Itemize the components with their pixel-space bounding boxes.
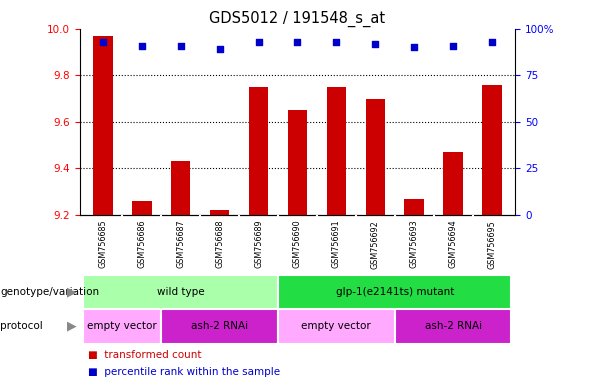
- Text: ▶: ▶: [67, 285, 77, 298]
- Bar: [287, 110, 307, 215]
- Point: [332, 39, 341, 45]
- Bar: [93, 36, 112, 215]
- Text: GSM756690: GSM756690: [293, 220, 302, 268]
- Point: [176, 43, 186, 49]
- Text: GSM756689: GSM756689: [254, 220, 263, 268]
- Bar: [444, 152, 463, 215]
- Point: [137, 43, 147, 49]
- Point: [448, 43, 458, 49]
- Point: [293, 39, 302, 45]
- Text: ■  percentile rank within the sample: ■ percentile rank within the sample: [88, 367, 280, 377]
- Text: GSM756688: GSM756688: [215, 220, 224, 268]
- Bar: [366, 99, 385, 215]
- Bar: [278, 309, 395, 344]
- Title: GDS5012 / 191548_s_at: GDS5012 / 191548_s_at: [209, 11, 386, 27]
- Bar: [278, 275, 511, 309]
- Bar: [84, 309, 161, 344]
- Text: ■  transformed count: ■ transformed count: [88, 350, 202, 360]
- Text: GSM756691: GSM756691: [332, 220, 341, 268]
- Text: GSM756685: GSM756685: [98, 220, 107, 268]
- Bar: [210, 210, 229, 215]
- Bar: [84, 275, 278, 309]
- Text: ash-2 RNAi: ash-2 RNAi: [191, 321, 248, 331]
- Text: glp-1(e2141ts) mutant: glp-1(e2141ts) mutant: [336, 287, 454, 297]
- Text: wild type: wild type: [157, 287, 204, 297]
- Bar: [395, 309, 511, 344]
- Text: protocol: protocol: [0, 321, 43, 331]
- Text: empty vector: empty vector: [87, 321, 157, 331]
- Text: genotype/variation: genotype/variation: [0, 287, 99, 297]
- Point: [98, 39, 108, 45]
- Point: [409, 44, 419, 50]
- Text: GSM756694: GSM756694: [449, 220, 458, 268]
- Bar: [132, 201, 151, 215]
- Bar: [171, 162, 190, 215]
- Text: GSM756692: GSM756692: [371, 220, 380, 268]
- Point: [487, 39, 497, 45]
- Point: [370, 41, 380, 47]
- Text: ▶: ▶: [67, 320, 77, 333]
- Text: GSM756693: GSM756693: [410, 220, 419, 268]
- Bar: [327, 87, 346, 215]
- Text: ash-2 RNAi: ash-2 RNAi: [425, 321, 482, 331]
- Bar: [482, 84, 502, 215]
- Point: [215, 46, 224, 52]
- Text: GSM756695: GSM756695: [488, 220, 497, 268]
- Bar: [161, 309, 278, 344]
- Bar: [249, 87, 268, 215]
- Bar: [405, 199, 424, 215]
- Point: [254, 39, 263, 45]
- Text: GSM756687: GSM756687: [176, 220, 185, 268]
- Text: empty vector: empty vector: [302, 321, 371, 331]
- Text: GSM756686: GSM756686: [137, 220, 146, 268]
